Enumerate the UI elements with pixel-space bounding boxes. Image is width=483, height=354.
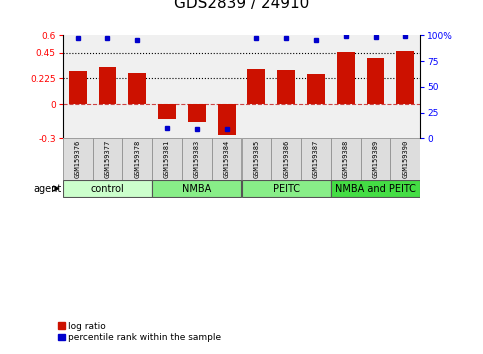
Text: GSM159385: GSM159385 — [254, 140, 259, 178]
Bar — [390, 138, 420, 179]
Text: GSM159378: GSM159378 — [134, 140, 140, 178]
Bar — [69, 72, 86, 104]
Bar — [337, 52, 355, 104]
Text: NMBA and PEITC: NMBA and PEITC — [335, 183, 416, 194]
Text: GSM159376: GSM159376 — [75, 140, 81, 178]
Text: GSM159390: GSM159390 — [402, 140, 408, 178]
Bar — [367, 58, 384, 104]
Bar — [99, 67, 116, 104]
Bar — [271, 138, 301, 179]
Text: GSM159387: GSM159387 — [313, 140, 319, 178]
Bar — [331, 181, 420, 197]
Text: PEITC: PEITC — [273, 183, 299, 194]
Bar — [212, 138, 242, 179]
Bar — [188, 104, 206, 122]
Bar — [301, 138, 331, 179]
Text: GSM159381: GSM159381 — [164, 140, 170, 178]
Text: GSM159377: GSM159377 — [104, 140, 111, 178]
Bar — [182, 138, 212, 179]
Bar — [242, 138, 271, 179]
Bar — [307, 74, 325, 104]
Legend: log ratio, percentile rank within the sample: log ratio, percentile rank within the sa… — [57, 322, 222, 342]
Bar — [331, 138, 361, 179]
Bar — [247, 69, 265, 104]
Bar — [158, 104, 176, 119]
Bar — [242, 181, 331, 197]
Text: control: control — [91, 183, 124, 194]
Bar — [397, 51, 414, 104]
Text: GSM159383: GSM159383 — [194, 140, 200, 178]
Text: GSM159388: GSM159388 — [343, 140, 349, 178]
Text: GSM159384: GSM159384 — [224, 140, 229, 178]
Text: GSM159389: GSM159389 — [372, 140, 379, 178]
Bar — [63, 181, 152, 197]
Text: GSM159386: GSM159386 — [283, 140, 289, 178]
Bar — [361, 138, 390, 179]
Bar — [218, 104, 236, 135]
Text: GDS2839 / 24910: GDS2839 / 24910 — [174, 0, 309, 11]
Bar — [93, 138, 122, 179]
Bar — [152, 181, 242, 197]
Text: agent: agent — [33, 183, 61, 194]
Bar — [63, 138, 93, 179]
Bar — [277, 70, 295, 104]
Bar — [152, 138, 182, 179]
Text: NMBA: NMBA — [182, 183, 212, 194]
Bar — [122, 138, 152, 179]
Bar — [128, 73, 146, 104]
